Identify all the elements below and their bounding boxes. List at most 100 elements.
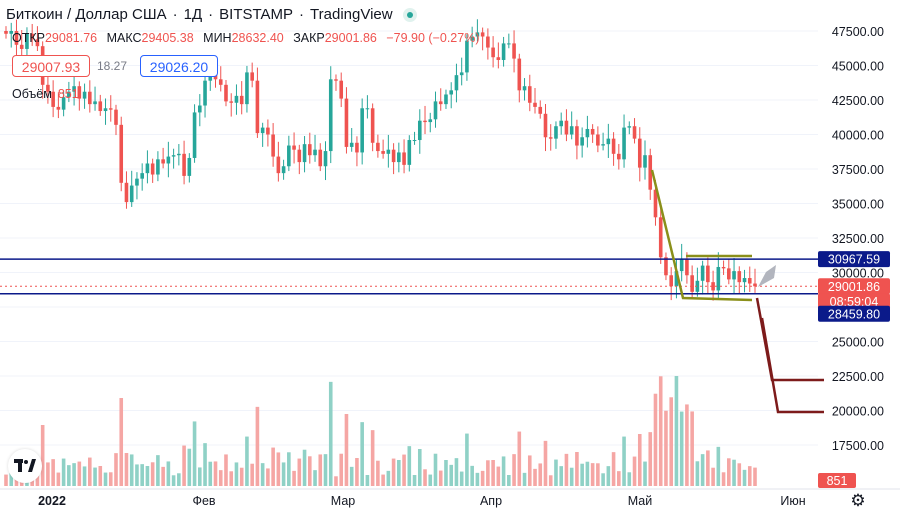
symbol-title[interactable]: Биткоин / Доллар США · 1Д · BITSTAMP · T… [6, 6, 417, 23]
candle-body [355, 142, 359, 153]
candle-body [742, 278, 747, 283]
volume-bar [706, 450, 710, 486]
candle-body [611, 138, 616, 154]
price-tick-label: 22500.00 [832, 370, 884, 384]
candle-body [218, 79, 223, 85]
sell-price-button[interactable]: 29007.93 [12, 55, 90, 77]
candle-body [685, 258, 689, 276]
time-tick-label: 2022 [38, 494, 66, 508]
volume-bar [727, 458, 731, 486]
candle-body [559, 120, 564, 127]
volume-bar [428, 474, 433, 486]
tradingview-logo-icon[interactable] [8, 449, 42, 483]
candle-body [622, 127, 626, 160]
volume-bar [150, 462, 155, 486]
volume-last-label: 851 [827, 474, 848, 488]
candle-body [391, 149, 396, 163]
chart-grid [0, 30, 900, 490]
candle-body [407, 140, 412, 165]
open-label: ОТКР [12, 31, 45, 45]
volume-bar [376, 460, 380, 486]
volume-bar [412, 475, 417, 486]
volume-bar [486, 460, 490, 486]
candle-body [664, 257, 668, 276]
volume-bar [454, 458, 459, 486]
candle-body [564, 120, 569, 135]
candle-body [632, 126, 637, 139]
candle-body [192, 112, 197, 158]
volume-bar [533, 468, 537, 486]
candle-body [197, 105, 202, 113]
volume-bar [753, 467, 757, 486]
volume-bar [46, 462, 50, 486]
volume-label: Объём [12, 87, 52, 101]
candle-body [108, 108, 113, 110]
candle-body [397, 152, 401, 163]
candle-body [596, 134, 600, 146]
volume-bar [386, 470, 391, 486]
candle-body [486, 36, 490, 48]
symbol-name[interactable]: Биткоин / Доллар США [6, 6, 167, 23]
change-value: −79.90 (−0.27%) [386, 31, 480, 45]
volume-bar [203, 443, 207, 486]
candle-body [732, 271, 736, 280]
candle-body [465, 40, 469, 73]
volume-bar [716, 446, 721, 486]
interval-label[interactable]: 1Д [183, 6, 203, 23]
volume-bar [187, 448, 192, 486]
volume-bar [381, 474, 385, 486]
volume-bar [585, 461, 590, 486]
price-axis[interactable]: 47500.00 45000.00 42500.00 40000.00 37500.00… [832, 25, 884, 453]
time-tick-label: Фев [192, 494, 215, 508]
time-tick-label: Май [628, 494, 653, 508]
volume-bar [569, 467, 574, 486]
volume-bar [695, 461, 700, 486]
gear-icon[interactable]: ⚙ [850, 491, 866, 510]
volume-bar [664, 410, 668, 486]
candle-body [700, 265, 705, 281]
candle-body [171, 155, 176, 157]
volume-bar [171, 475, 176, 486]
candle-body [470, 36, 474, 41]
candle-body [444, 94, 448, 105]
buy-price-button[interactable]: 29026.20 [140, 55, 218, 77]
volume-bar [213, 461, 218, 486]
price-tick-label: 30000.00 [832, 267, 884, 281]
volume-bar [433, 453, 438, 486]
volume-bar [559, 466, 564, 486]
candle-body [103, 108, 108, 112]
volume-bar [77, 461, 82, 486]
candle-body [737, 271, 742, 283]
volume-value: 851 [57, 87, 79, 101]
price-tick-label: 25000.00 [832, 336, 884, 350]
candle-body [255, 80, 260, 134]
candle-body [637, 138, 642, 168]
tradingview-logo-icon [14, 459, 36, 472]
volume-bar [653, 393, 658, 486]
candle-body [423, 120, 427, 123]
candle-body [307, 144, 312, 156]
volume-bar [548, 475, 553, 486]
volume-bar [197, 467, 202, 486]
volume-bar [344, 414, 349, 486]
candle-body [271, 134, 275, 157]
volume-bar [601, 473, 605, 486]
candle-body [281, 166, 286, 174]
volume-bar [124, 453, 129, 486]
candle-body [46, 84, 50, 92]
time-axis[interactable]: 2022 Фев Мар Апр Май Июн [38, 494, 806, 508]
candle-body [381, 151, 385, 154]
volume-bar [700, 454, 705, 486]
candle-body [501, 43, 506, 60]
volume-bar [742, 469, 747, 486]
volume-bar [617, 471, 621, 486]
volume-bar [737, 463, 742, 486]
candle-body [229, 101, 234, 103]
close-value: 29001.86 [324, 31, 377, 45]
volume-bar [527, 455, 532, 486]
candle-body [239, 95, 244, 105]
volume-bar [470, 465, 474, 486]
volume-bar [245, 436, 249, 486]
candle-body [417, 120, 422, 141]
